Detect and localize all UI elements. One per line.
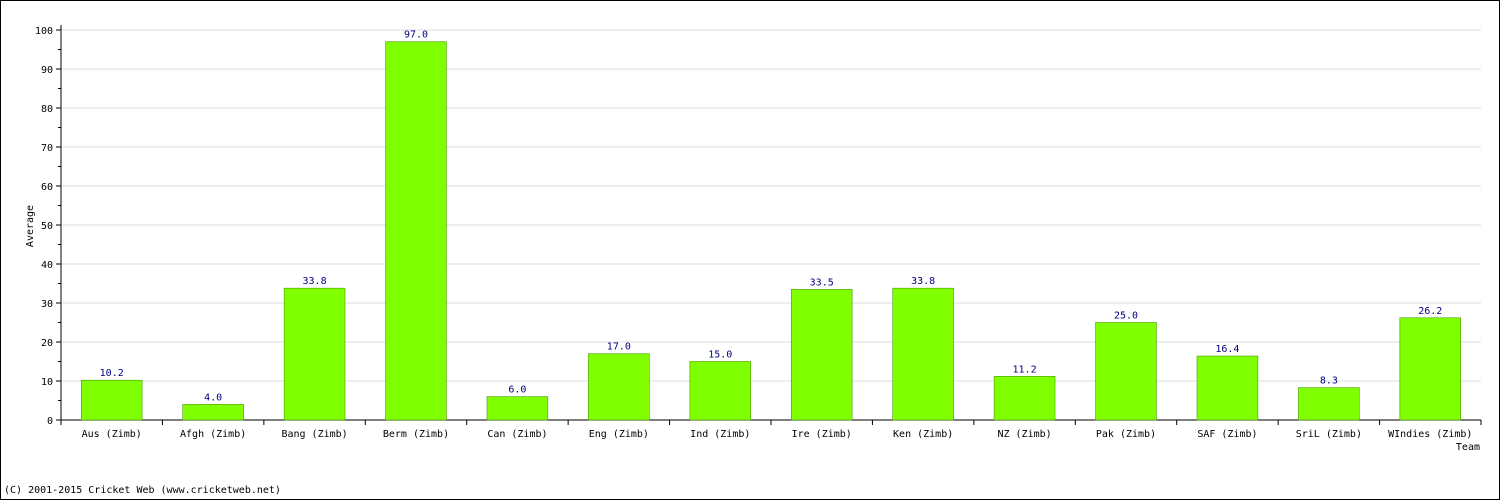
bar [689, 361, 752, 421]
bar [1399, 317, 1462, 421]
x-tick-label: Pak (Zimb) [1096, 429, 1156, 440]
bar-value-label: 15.0 [708, 350, 732, 361]
bar-value-label: 33.5 [810, 277, 834, 288]
x-tick-label: Berm (Zimb) [383, 429, 449, 440]
bar-value-label: 17.0 [607, 342, 631, 353]
x-tick-label: Ken (Zimb) [893, 429, 953, 440]
y-tick-label: 40 [41, 260, 53, 271]
bar [588, 353, 650, 421]
x-tick-label: SriL (Zimb) [1296, 429, 1362, 440]
gridlines [61, 29, 1481, 382]
bar-value-label: 8.3 [1320, 376, 1338, 387]
bar [892, 287, 954, 421]
x-tick-label: WIndies (Zimb) [1388, 429, 1472, 440]
y-tick-label: 90 [41, 65, 53, 76]
x-tick-label: Ire (Zimb) [792, 429, 852, 440]
value-labels: 10.2 4.0 33.8 97.0 6.0 17.0 15.0 33.5 33.8 11.2 25… [100, 30, 1443, 404]
x-tick-label: Afgh (Zimb) [180, 429, 246, 440]
y-tick-label: 10 [41, 377, 53, 388]
bar [1095, 322, 1157, 421]
y-tick-label: 70 [41, 143, 53, 154]
bar [182, 404, 244, 421]
bar [385, 41, 447, 421]
bar-value-label: 97.0 [404, 30, 428, 41]
bar-value-label: 16.4 [1215, 344, 1239, 355]
y-tick-label: 60 [41, 182, 53, 193]
bar [1298, 387, 1360, 421]
y-axis: 0 10 20 30 40 50 60 70 80 90 100 [35, 25, 62, 427]
bar [1196, 355, 1259, 421]
bar [486, 396, 549, 421]
y-tick-label: 50 [41, 221, 53, 232]
copyright-footer: (C) 2001-2015 Cricket Web (www.cricketwe… [4, 485, 281, 496]
x-tick-label: Eng (Zimb) [589, 429, 649, 440]
y-tick-label: 80 [41, 104, 53, 115]
bar [80, 379, 143, 421]
y-tick-label: 0 [47, 416, 53, 427]
y-tick-label: 100 [35, 26, 53, 37]
bar-value-label: 6.0 [508, 385, 526, 396]
bar-value-label: 25.0 [1114, 311, 1138, 322]
bar-value-label: 11.2 [1013, 364, 1037, 375]
x-tick-label: SAF (Zimb) [1197, 429, 1257, 440]
y-tick-label: 20 [41, 338, 53, 349]
bars [80, 41, 1462, 421]
bar-value-label: 26.2 [1418, 306, 1442, 317]
x-tick-label: Ind (Zimb) [690, 429, 750, 440]
bar-value-label: 33.8 [911, 276, 935, 287]
x-axis: Aus (Zimb) Afgh (Zimb) Bang (Zimb) Berm (Zi… [60, 419, 1482, 440]
bar-value-label: 33.8 [303, 276, 327, 287]
bar-value-label: 4.0 [204, 392, 222, 403]
x-axis-title: Team [1456, 442, 1480, 453]
bar [283, 287, 346, 421]
bar [790, 289, 853, 421]
y-tick-label: 30 [41, 299, 53, 310]
y-axis-title: Average [25, 205, 36, 247]
x-tick-label: Bang (Zimb) [281, 429, 347, 440]
x-tick-label: Can (Zimb) [487, 429, 547, 440]
x-tick-label: NZ (Zimb) [997, 429, 1051, 440]
x-tick-label: Aus (Zimb) [82, 429, 142, 440]
bar [993, 376, 1056, 421]
bar-value-label: 10.2 [100, 368, 124, 379]
